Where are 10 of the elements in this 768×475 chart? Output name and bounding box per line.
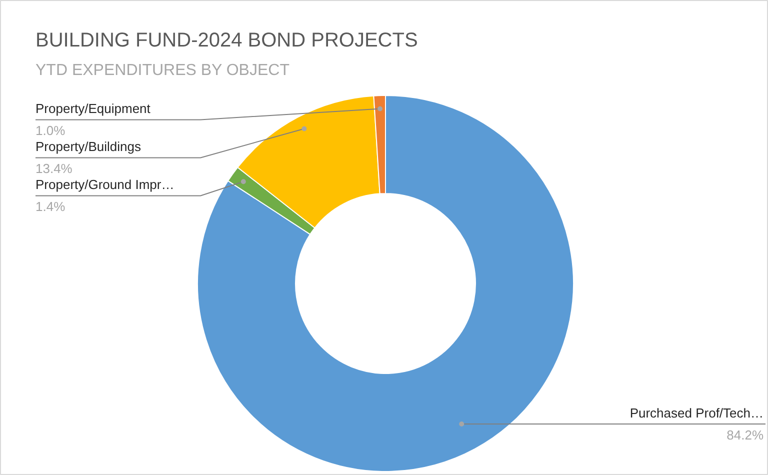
data-label: 13.4%: [36, 161, 73, 176]
data-label: 1.4%: [36, 199, 66, 214]
data-label: 84.2%: [726, 428, 764, 443]
slice-label: Purchased Prof/Tech…: [630, 406, 764, 421]
chart-subtitle: YTD EXPENDITURES BY OBJECT: [36, 62, 290, 79]
data-label: 1.0%: [36, 123, 66, 138]
slice-label: Property/Equipment: [36, 101, 151, 116]
chart-title: BUILDING FUND-2024 BOND PROJECTS: [36, 30, 418, 52]
slice-label: Property/Ground Impr…: [36, 177, 174, 192]
slice-label: Property/Buildings: [36, 139, 142, 154]
